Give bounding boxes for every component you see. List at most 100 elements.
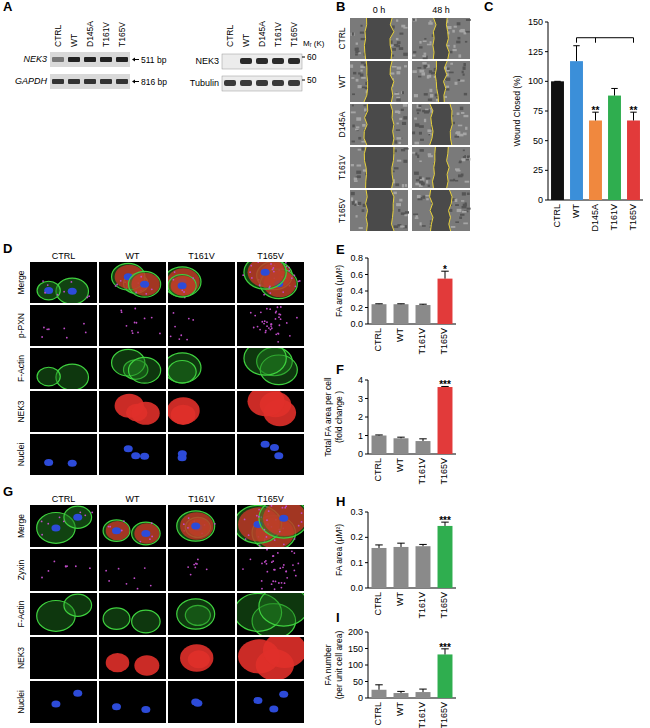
gel-band bbox=[52, 79, 64, 84]
nek3 bbox=[168, 397, 200, 424]
y-tick bbox=[365, 307, 368, 308]
y-axis-label: (fold change ) bbox=[334, 391, 344, 443]
texture bbox=[404, 65, 407, 67]
nucleus bbox=[178, 282, 187, 289]
bar bbox=[416, 305, 431, 324]
micrograph bbox=[99, 637, 166, 679]
focal-adhesion bbox=[271, 323, 273, 325]
focal-adhesion bbox=[144, 567, 146, 569]
y-axis-label: Wound Closed (%) bbox=[512, 75, 522, 146]
micrograph-content bbox=[112, 703, 150, 713]
error-cap bbox=[419, 689, 426, 690]
row-label: F-Actin bbox=[16, 600, 26, 627]
texture bbox=[462, 71, 464, 74]
focal-adhesion bbox=[188, 318, 190, 320]
micrograph bbox=[99, 348, 166, 389]
bar-chart: 050100150200FA number(per unit cell area… bbox=[323, 627, 456, 728]
micrograph-content bbox=[124, 445, 149, 460]
focal-adhesion bbox=[269, 308, 271, 310]
texture bbox=[350, 64, 353, 67]
micrograph-content bbox=[168, 353, 201, 383]
y-tick bbox=[365, 648, 368, 649]
error-cap bbox=[419, 304, 426, 305]
texture bbox=[424, 65, 426, 68]
micrograph bbox=[99, 391, 166, 432]
size-arrow-head bbox=[132, 80, 135, 84]
focal-adhesion bbox=[291, 277, 293, 279]
bar bbox=[438, 526, 453, 588]
nucleus bbox=[253, 697, 262, 704]
texture bbox=[364, 64, 367, 67]
blot-band bbox=[224, 80, 236, 86]
focal-adhesion bbox=[268, 510, 270, 512]
texture bbox=[354, 180, 358, 182]
texture bbox=[403, 104, 408, 107]
texture bbox=[360, 70, 362, 72]
focal-adhesion bbox=[75, 565, 77, 567]
y-tick-label: 2 bbox=[358, 412, 363, 422]
actin bbox=[103, 520, 130, 541]
significance-label: ** bbox=[630, 105, 638, 116]
texture bbox=[351, 111, 356, 113]
size-label: 816 bp bbox=[141, 77, 167, 87]
texture bbox=[424, 119, 426, 122]
nucleus bbox=[274, 452, 283, 459]
micrograph-content bbox=[238, 637, 304, 679]
focal-adhesion bbox=[41, 534, 43, 536]
bar bbox=[438, 387, 453, 454]
bar bbox=[589, 120, 602, 200]
texture bbox=[465, 181, 470, 183]
actin bbox=[128, 271, 160, 297]
texture bbox=[455, 168, 460, 170]
texture bbox=[396, 38, 399, 40]
row-label: WT bbox=[337, 75, 347, 88]
x-tick-label: T165V bbox=[439, 328, 449, 355]
x-tick-label: T165V bbox=[439, 702, 449, 728]
significance-label: *** bbox=[439, 642, 451, 653]
texture bbox=[396, 45, 400, 48]
micrograph bbox=[237, 305, 304, 346]
focal-adhesion bbox=[187, 527, 189, 529]
nucleus bbox=[68, 460, 77, 467]
bar bbox=[627, 120, 640, 200]
focal-adhesion bbox=[242, 274, 244, 276]
focal-adhesion bbox=[288, 267, 290, 269]
nucleus bbox=[124, 445, 133, 452]
actin bbox=[132, 522, 160, 545]
focal-adhesion bbox=[194, 567, 196, 569]
focal-adhesion bbox=[285, 547, 287, 548]
texture bbox=[361, 38, 365, 40]
focal-adhesion bbox=[59, 516, 61, 518]
nucleus bbox=[279, 515, 288, 522]
texture bbox=[399, 199, 402, 202]
y-tick bbox=[365, 537, 368, 538]
bars bbox=[551, 46, 640, 200]
focal-adhesion bbox=[266, 519, 268, 521]
focal-adhesion bbox=[272, 560, 274, 562]
y-tick-label: 125 bbox=[528, 47, 543, 57]
texture bbox=[428, 185, 430, 187]
focal-adhesion bbox=[195, 563, 197, 565]
focal-adhesion bbox=[259, 284, 261, 286]
lane-label: WT bbox=[241, 34, 251, 47]
focal-adhesion bbox=[292, 564, 294, 566]
focal-adhesion bbox=[278, 582, 280, 584]
texture bbox=[401, 109, 404, 111]
focal-adhesion bbox=[44, 292, 46, 294]
focal-adhesion bbox=[151, 288, 153, 290]
y-tick-label: 0.6 bbox=[350, 270, 363, 280]
wound-edge bbox=[444, 61, 448, 102]
size-label: 511 bp bbox=[141, 55, 167, 65]
focal-adhesion bbox=[277, 332, 279, 334]
actin bbox=[177, 511, 215, 541]
focal-adhesion bbox=[259, 544, 261, 546]
focal-adhesion bbox=[263, 294, 265, 296]
focal-adhesion bbox=[151, 522, 153, 524]
nucleus bbox=[68, 288, 77, 295]
texture bbox=[463, 204, 467, 207]
row-label: Merge bbox=[16, 270, 26, 294]
texture bbox=[463, 74, 465, 76]
nucleus bbox=[141, 706, 150, 713]
texture bbox=[351, 77, 354, 79]
texture bbox=[429, 70, 432, 73]
